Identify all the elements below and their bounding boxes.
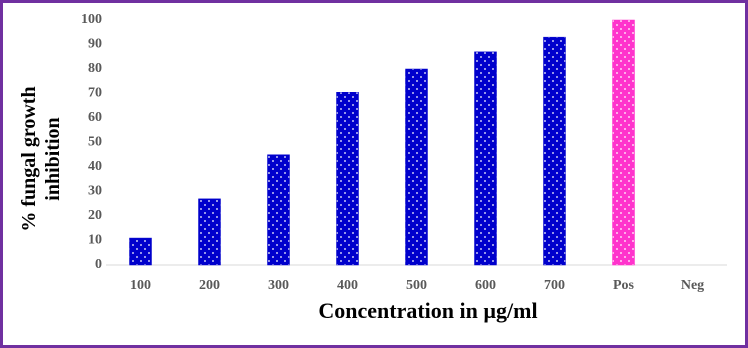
x-tick-label: 700 bbox=[544, 278, 565, 293]
y-tick-label: 70 bbox=[88, 86, 102, 101]
x-axis-title: Concentration in µg/ml bbox=[318, 298, 537, 323]
x-tick-label: 300 bbox=[268, 278, 289, 293]
x-tick-label: Pos bbox=[613, 278, 635, 293]
bar bbox=[543, 36, 566, 266]
y-tick-label: 40 bbox=[88, 159, 102, 174]
y-tick-label: 90 bbox=[88, 37, 102, 52]
x-tick-label: 100 bbox=[130, 278, 151, 293]
bar bbox=[129, 237, 152, 266]
y-tick-label: 0 bbox=[95, 257, 102, 272]
x-tick-label: 600 bbox=[475, 278, 496, 293]
bar bbox=[267, 154, 290, 266]
y-tick-label: 60 bbox=[88, 110, 102, 125]
bar bbox=[405, 68, 428, 266]
y-tick-label: 80 bbox=[88, 61, 102, 76]
bar bbox=[612, 19, 635, 266]
y-axis-title: % fungal growth inhibition bbox=[18, 86, 64, 232]
bar bbox=[336, 92, 359, 266]
y-tick-label: 20 bbox=[88, 208, 102, 223]
bar bbox=[198, 198, 221, 266]
y-tick-label: 10 bbox=[88, 233, 102, 248]
bar bbox=[474, 51, 497, 266]
x-tick-label: 200 bbox=[199, 278, 220, 293]
y-tick-label: 50 bbox=[88, 135, 102, 150]
chart: Concentration in µg/ml 0 10 20 30 40 50 60 70 80… bbox=[81, 12, 727, 323]
y-tick-label: 100 bbox=[81, 12, 102, 27]
x-tick-label: Neg bbox=[681, 278, 704, 293]
x-tick-label: 400 bbox=[337, 278, 358, 293]
y-tick-label: 30 bbox=[88, 184, 102, 199]
x-tick-label: 500 bbox=[406, 278, 427, 293]
